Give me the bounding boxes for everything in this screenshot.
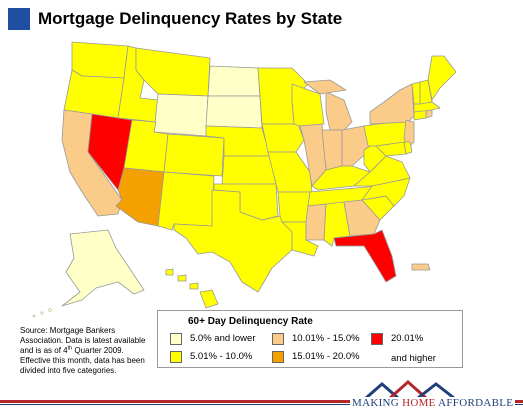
state-hawaii-maui — [189, 282, 199, 290]
state-kentucky — [311, 165, 371, 191]
state-washington — [71, 41, 129, 79]
state-new-mexico — [157, 171, 215, 231]
state-delaware — [403, 141, 413, 155]
brand-part-2: HOME — [402, 397, 436, 409]
source-superscript: th — [67, 345, 73, 352]
legend-label-3: 10.01% - 15.0% — [292, 333, 360, 344]
state-hawaii-kauai — [165, 268, 174, 276]
state-arizona — [115, 167, 165, 227]
title-marker — [8, 8, 30, 30]
source-text-1: Source: Mortgage Bankers Association. Da… — [20, 326, 146, 355]
state-montana — [135, 47, 211, 97]
footer-rule-red — [0, 400, 523, 403]
state-florida — [333, 229, 397, 283]
brand-part-1: MAKING — [352, 397, 403, 409]
state-alaska-island — [48, 308, 52, 312]
state-oregon — [63, 69, 125, 119]
state-maine — [427, 55, 457, 101]
legend-title: 60+ Day Delinquency Rate — [188, 316, 313, 327]
legend-swatch-2 — [170, 351, 182, 363]
state-arkansas — [277, 191, 311, 223]
legend-label-4: 15.01% - 20.0% — [292, 351, 360, 362]
state-puerto-rico — [411, 263, 431, 271]
state-south-dakota — [205, 95, 263, 129]
state-hawaii — [199, 289, 219, 309]
state-ohio — [341, 125, 371, 167]
state-alaska — [61, 229, 145, 307]
houses-logo-icon — [365, 379, 455, 400]
state-alaska-island — [40, 311, 44, 315]
state-michigan-upper — [303, 79, 347, 95]
state-alaska-island — [32, 314, 36, 318]
legend-label-5: 20.01% — [391, 333, 424, 344]
state-georgia — [343, 199, 381, 237]
state-hawaii-oahu — [177, 274, 187, 282]
legend-swatch-5 — [371, 333, 383, 345]
legend-swatch-3 — [272, 333, 284, 345]
page-title: Mortgage Delinquency Rates by State — [38, 9, 343, 28]
state-iowa — [261, 123, 305, 153]
legend-swatch-4 — [272, 351, 284, 363]
legend-swatch-1 — [170, 333, 182, 345]
state-new-york — [369, 83, 415, 125]
brand-wordmark: MAKING HOME AFFORDABLE — [350, 397, 516, 409]
source-note: Source: Mortgage Bankers Association. Da… — [20, 326, 155, 376]
brand-part-3: AFFORDABLE — [435, 397, 514, 409]
state-colorado — [163, 133, 225, 177]
state-wyoming — [153, 93, 209, 137]
legend-extra-label: and higher — [391, 353, 436, 364]
state-mississippi — [305, 203, 327, 241]
state-indiana — [321, 129, 343, 171]
state-kansas — [221, 155, 277, 185]
state-texas — [173, 189, 293, 293]
legend-label-1: 5.0% and lower — [190, 333, 256, 344]
footer-rule-blue — [0, 404, 523, 405]
legend-label-2: 5.01% - 10.0% — [190, 351, 253, 362]
source-text-2: Quarter 2009. Effective this month, data… — [20, 346, 145, 375]
state-north-dakota — [207, 65, 261, 97]
legend: 60+ Day Delinquency Rate 5.0% and lower … — [157, 310, 463, 368]
state-michigan — [325, 91, 353, 131]
state-rhode-island — [425, 109, 433, 119]
